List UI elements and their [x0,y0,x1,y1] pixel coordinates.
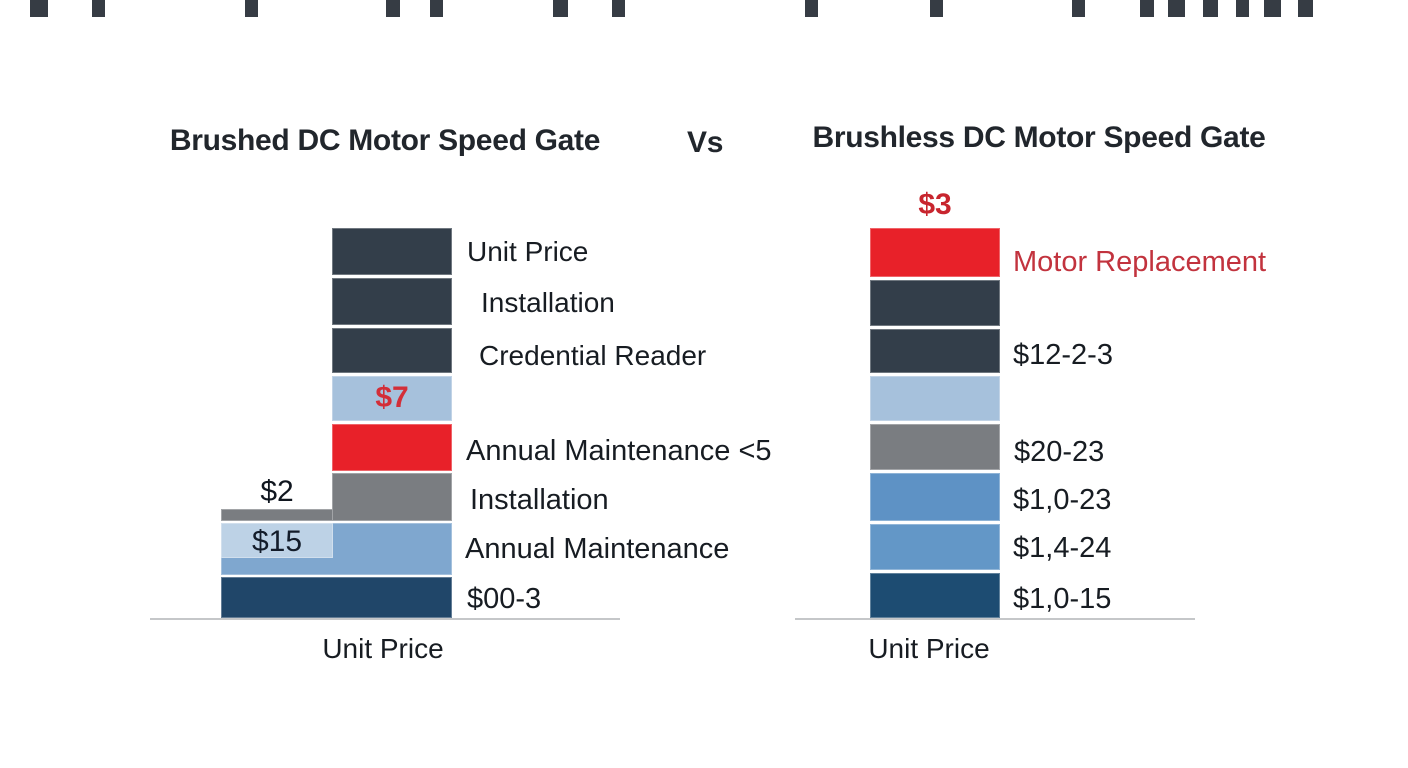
left-label-credential-reader: Credential Reader [479,340,707,371]
left-segment-blue-inset-box [221,523,333,558]
right-segment-motor-replacement [870,228,1000,277]
left-label-annual-maintenance: Annual Maintenance [465,533,730,565]
top-edge-mark [612,0,625,17]
left-value-7: $7 [375,381,409,414]
right-segment-mid-blue-1 [870,473,1000,521]
left-chart-title: Brushed DC Motor Speed Gate [169,124,601,157]
left-label-00-3: $00-3 [467,583,542,615]
right-segment-light-blue [870,376,1000,421]
top-edge-mark [1140,0,1154,17]
left-x-axis-label: Unit Price [322,633,444,664]
right-label-1-0-15: $1,0-15 [1013,583,1112,615]
left-label-annual-maintenance-lt5: Annual Maintenance <5 [466,435,772,467]
top-edge-mark [1168,0,1185,17]
right-segment-mid-blue-2 [870,524,1000,570]
left-segment-credential-reader [332,328,452,373]
top-edge-mark [805,0,818,17]
left-value-2: $2 [260,475,294,508]
top-edge-mark [245,0,258,17]
left-segment-installation-top [332,278,452,325]
right-label-motor-replacement: Motor Replacement [1013,246,1267,278]
left-label-installation-2: Installation [470,484,609,516]
left-segment-annual-maintenance-red [332,424,452,471]
right-value-3: $3 [918,188,952,221]
top-edge-mark [930,0,943,17]
right-segment-dark-1 [870,280,1000,326]
left-label-unit-price: Unit Price [467,236,589,267]
right-segment-gray [870,424,1000,470]
top-edge-mark [386,0,400,17]
right-x-axis-line [795,618,1195,620]
right-segment-bottom-navy [870,573,1000,618]
top-edge-mark [1236,0,1249,17]
right-label-20-23: $20-23 [1014,436,1105,468]
left-segment-gray-step [221,509,333,521]
top-edge-mark [553,0,568,17]
right-segment-dark-2 [870,329,1000,373]
right-label-12-2-3: $12-2-3 [1013,339,1113,371]
left-segment-unit-price [332,228,452,275]
left-segment-installation-gray [332,473,452,521]
top-edge-mark [92,0,105,17]
top-edge-mark [1264,0,1281,17]
right-x-axis-label: Unit Price [868,633,990,664]
left-segment-bottom-navy [221,577,452,618]
right-label-1-4-24: $1,4-24 [1013,532,1112,564]
top-edge-mark [1203,0,1218,17]
top-edge-mark [1072,0,1085,17]
left-label-installation: Installation [481,287,615,318]
right-chart-title: Brushless DC Motor Speed Gate [812,121,1266,154]
left-segment-light-blue [332,376,452,421]
top-edge-mark [1298,0,1313,17]
top-edge-mark [430,0,443,17]
vs-label: Vs [687,126,724,159]
left-value-15: $15 [251,525,303,558]
top-edge-mark [30,0,48,17]
right-label-1-0-23: $1,0-23 [1013,484,1112,516]
left-x-axis-line [150,618,620,620]
